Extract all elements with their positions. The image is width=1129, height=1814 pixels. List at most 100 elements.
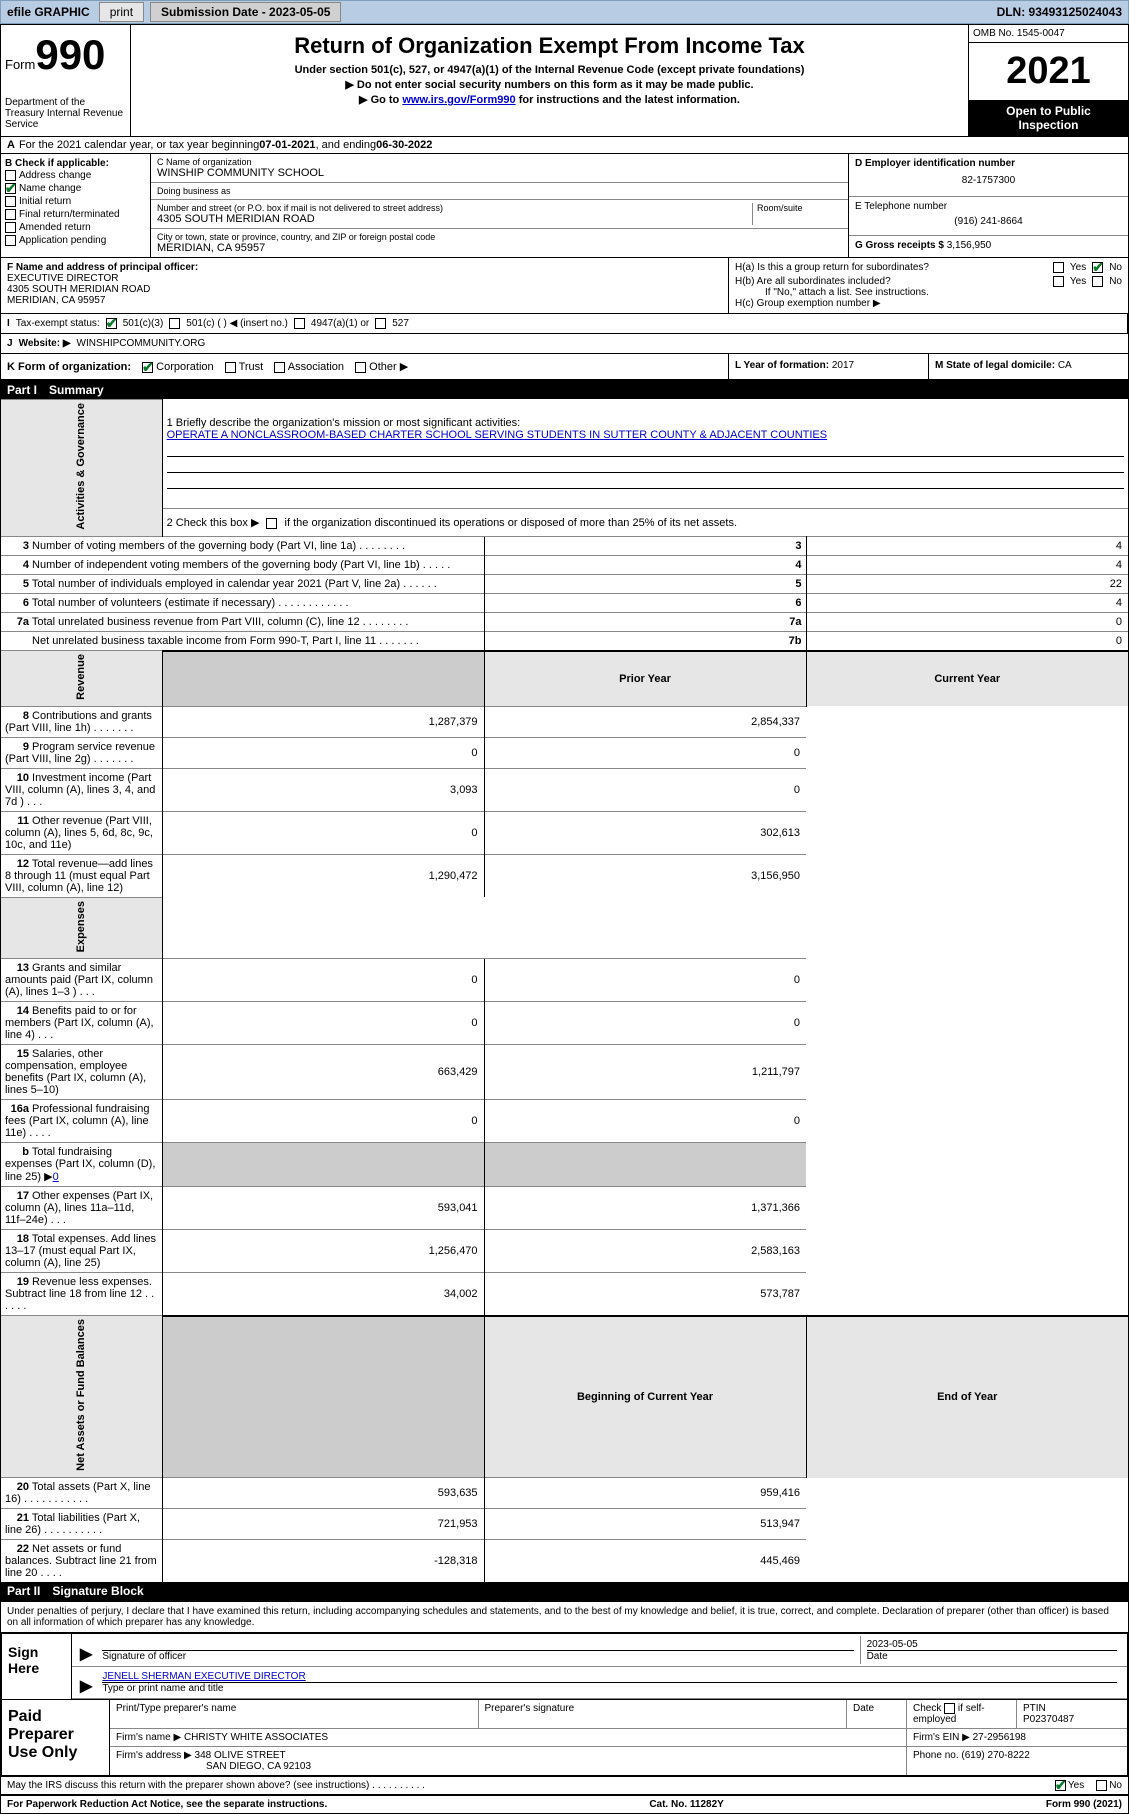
print-button[interactable]: print [99,2,144,22]
ha-no: No [1109,262,1122,273]
part2-num: Part II [7,1584,40,1598]
m-label: M State of legal domicile: [935,360,1058,371]
ha-no-checkbox[interactable] [1092,262,1103,273]
exp-curr-13: 0 [484,959,806,1002]
net-row-22: 22 Net assets or fund balances. Subtract… [1,1540,1128,1583]
hdr-curr: Current Year [806,651,1128,707]
hb-no-checkbox[interactable] [1092,276,1103,287]
rev-curr-10: 0 [484,768,806,811]
exp-prior-14: 0 [162,1002,484,1045]
arrow-icon: ▶ [76,1644,96,1664]
gov-box-4: 4 [484,555,806,574]
exp-curr-16a: 0 [484,1100,806,1143]
sig-date-label: Date [867,1650,1117,1662]
prep-phone-label: Phone no. [913,1750,959,1761]
form-sub2: ▶ Do not enter social security numbers o… [135,77,964,92]
net-prior-22: -128,318 [162,1540,484,1583]
501c3-checkbox[interactable] [106,318,117,329]
irs-link[interactable]: www.irs.gov/Form990 [402,94,515,106]
rev-row-8: 8 Contributions and grants (Part VIII, l… [1,706,1128,737]
colb-checkbox-3[interactable] [5,209,16,220]
ha-yes: Yes [1070,262,1086,273]
row-16b: b Total fundraising expenses (Part IX, c… [1,1143,162,1187]
net-prior-20: 593,635 [162,1478,484,1509]
col-b-header: B Check if applicable: [5,158,146,169]
l-label: L Year of formation: [735,360,832,371]
col-c-org: C Name of organization WINSHIP COMMUNITY… [151,154,848,257]
gov-val-7a: 0 [806,612,1128,631]
4947-checkbox[interactable] [294,318,305,329]
row-j: J Website: ▶ WINSHIPCOMMUNITY.ORG [1,334,1128,354]
discuss-row: May the IRS discuss this return with the… [1,1776,1128,1794]
colb-label-5: Application pending [19,235,106,246]
discuss-text: May the IRS discuss this return with the… [7,1780,1055,1791]
gov-val-5: 22 [806,574,1128,593]
rev-row-10: 10 Investment income (Part VIII, column … [1,768,1128,811]
501c-checkbox[interactable] [169,318,180,329]
net-curr-20: 959,416 [484,1478,806,1509]
prep-left-label: Paid Preparer Use Only [2,1700,110,1775]
rev-row-12: 12 Total revenue—add lines 8 through 11 … [1,854,1128,897]
gov-box-7b: 7b [484,631,806,651]
form-title-block: Return of Organization Exempt From Incom… [131,25,968,136]
net-row-20: 20 Total assets (Part X, line 16) . . . … [1,1478,1128,1509]
row-a-end: 06-30-2022 [376,139,432,151]
col-m: M State of legal domicile: CA [928,354,1128,379]
exp-prior-15: 663,429 [162,1045,484,1100]
dept-label: Department of the Treasury Internal Reve… [5,97,126,130]
527-checkbox[interactable] [375,318,386,329]
form-title: Return of Organization Exempt From Incom… [135,29,964,63]
q2-checkbox[interactable] [266,518,277,529]
row-fh: F Name and address of principal officer:… [1,258,1128,314]
cat-no: Cat. No. 11282Y [649,1799,723,1810]
net-curr-21: 513,947 [484,1509,806,1540]
penalties-text: Under penalties of perjury, I declare th… [1,1600,1128,1632]
colb-item-5: Application pending [5,234,146,247]
discuss-yes-checkbox[interactable] [1055,1780,1066,1791]
rev-curr-11: 302,613 [484,811,806,854]
submission-date-label: Submission Date - 2023-05-05 [150,2,341,22]
form-footer: Form 990 (2021) [1046,1799,1122,1810]
colb-label-0: Address change [19,170,91,181]
firm-ein: 27-2956198 [973,1732,1026,1743]
row-a-begin: 07-01-2021 [259,139,315,151]
discuss-no-checkbox[interactable] [1096,1780,1107,1791]
k-other-checkbox[interactable] [355,362,366,373]
exp-prior-18: 1,256,470 [162,1230,484,1273]
rev-curr-8: 2,854,337 [484,706,806,737]
rev-prior-8: 1,287,379 [162,706,484,737]
row-a-mid: , and ending [316,139,377,151]
k-corp: Corporation [156,361,213,373]
phone-label: E Telephone number [855,201,1122,212]
prep-h2: Preparer's signature [479,1700,848,1728]
addr-label: Number and street (or P.O. box if mail i… [157,203,752,213]
ha-yes-checkbox[interactable] [1053,262,1064,273]
section-bcde: B Check if applicable: Address changeNam… [1,154,1128,258]
colb-checkbox-5[interactable] [5,235,16,246]
net-curr-22: 445,469 [484,1540,806,1583]
summary-table: Activities & Governance 1 Briefly descri… [1,399,1128,1582]
k-assoc-checkbox[interactable] [274,362,285,373]
exp-prior-16a: 0 [162,1100,484,1143]
part2-title: Signature Block [52,1584,143,1598]
col-k: K Form of organization: Corporation Trus… [1,354,728,379]
sub3-post: for instructions and the latest informat… [516,94,740,106]
form-sub3: ▶ Go to www.irs.gov/Form990 for instruct… [135,92,964,107]
gov-box-5: 5 [484,574,806,593]
rev-curr-12: 3,156,950 [484,854,806,897]
gov-val-3: 4 [806,536,1128,555]
rev-curr-9: 0 [484,737,806,768]
r16b-prior [162,1143,484,1187]
k-trust-checkbox[interactable] [225,362,236,373]
colb-checkbox-1[interactable] [5,183,16,194]
j-label: J [7,338,13,349]
colb-item-1: Name change [5,182,146,195]
colb-checkbox-4[interactable] [5,222,16,233]
colb-checkbox-2[interactable] [5,196,16,207]
firm-name: CHRISTY WHITE ASSOCIATES [184,1732,328,1743]
self-employed-checkbox[interactable] [944,1703,955,1714]
col-f-officer: F Name and address of principal officer:… [1,258,728,313]
hb-yes-checkbox[interactable] [1053,276,1064,287]
city-label: City or town, state or province, country… [157,232,842,242]
k-corp-checkbox[interactable] [142,362,153,373]
